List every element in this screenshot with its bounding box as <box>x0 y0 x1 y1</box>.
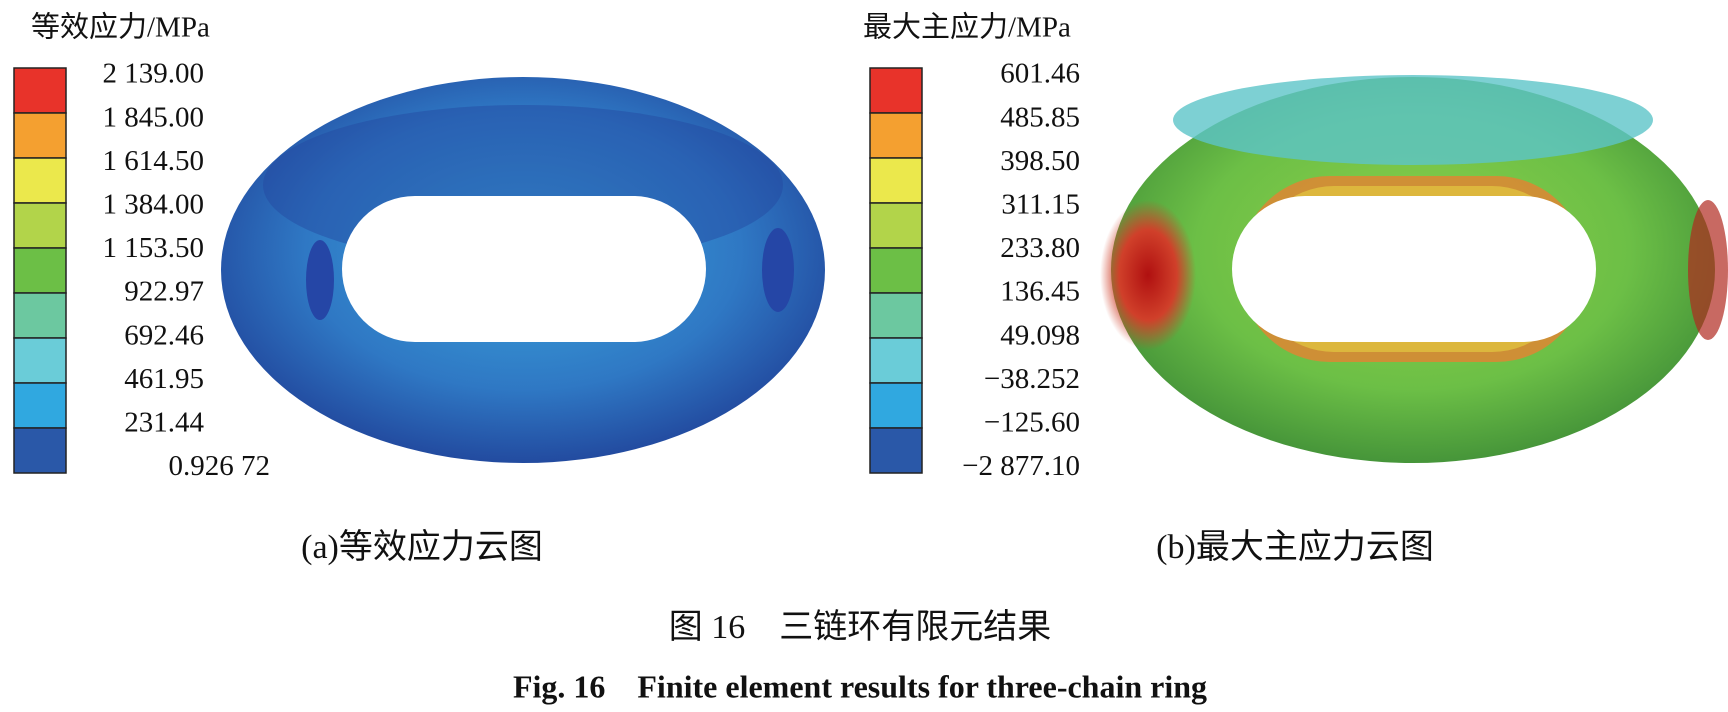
legend-swatch <box>869 337 923 384</box>
legend-label: −38.252 <box>984 363 1080 395</box>
legend-label: 1 614.50 <box>103 145 205 177</box>
legend-swatch <box>869 112 923 159</box>
legend-label: 461.95 <box>124 363 204 395</box>
legend-swatch <box>869 382 923 429</box>
legend-swatch <box>13 67 67 114</box>
legend-title: 等效应力/MPa <box>31 11 210 44</box>
stress-contour-b <box>1100 75 1728 463</box>
legend-swatch <box>13 157 67 204</box>
legend-swatch <box>869 427 923 474</box>
legend-swatch <box>869 67 923 114</box>
legend-swatch <box>13 292 67 339</box>
figure-caption-cn: 图 16 三链环有限元结果 <box>669 608 1052 646</box>
legend-swatch <box>869 247 923 294</box>
legend-label: −125.60 <box>984 406 1080 438</box>
legend-label: 49.098 <box>1000 319 1080 351</box>
legend-swatch <box>869 202 923 249</box>
legend-label: 1 384.00 <box>103 188 205 220</box>
legend-label: 231.44 <box>124 406 204 438</box>
legend-label: 485.85 <box>1000 101 1080 133</box>
figure-caption-en: Fig. 16 Finite element results for three… <box>513 668 1207 704</box>
legend-swatch <box>13 247 67 294</box>
panel-caption: (a)等效应力云图 <box>301 528 543 566</box>
legend-swatch <box>13 112 67 159</box>
legend-swatch <box>869 292 923 339</box>
stress-contour-a <box>221 77 825 463</box>
legend-label: 311.15 <box>1001 188 1080 220</box>
legend-swatch <box>13 337 67 384</box>
legend-label: 692.46 <box>124 319 204 351</box>
legend-swatch <box>13 382 67 429</box>
legend-label: 233.80 <box>1000 232 1080 264</box>
legend-label: 2 139.00 <box>103 58 205 90</box>
panel-caption: (b)最大主应力云图 <box>1156 528 1434 566</box>
legends: 等效应力/MPa 2 139.00 1 845.00 1 614.50 1 384.00… <box>13 11 1080 482</box>
legend-label: 601.46 <box>1000 58 1080 90</box>
legend-label: 0.926 72 <box>169 450 271 482</box>
legend-label: 136.45 <box>1000 276 1080 308</box>
legend-label: 398.50 <box>1000 145 1080 177</box>
legend-swatch <box>869 157 923 204</box>
legend-swatch <box>13 202 67 249</box>
legend-label: 922.97 <box>124 276 204 308</box>
legend-swatch <box>13 427 67 474</box>
legend-label: −2 877.10 <box>962 450 1080 482</box>
legend-label: 1 845.00 <box>103 101 205 133</box>
legend-title: 最大主应力/MPa <box>863 11 1071 44</box>
legend-label: 1 153.50 <box>103 232 205 264</box>
